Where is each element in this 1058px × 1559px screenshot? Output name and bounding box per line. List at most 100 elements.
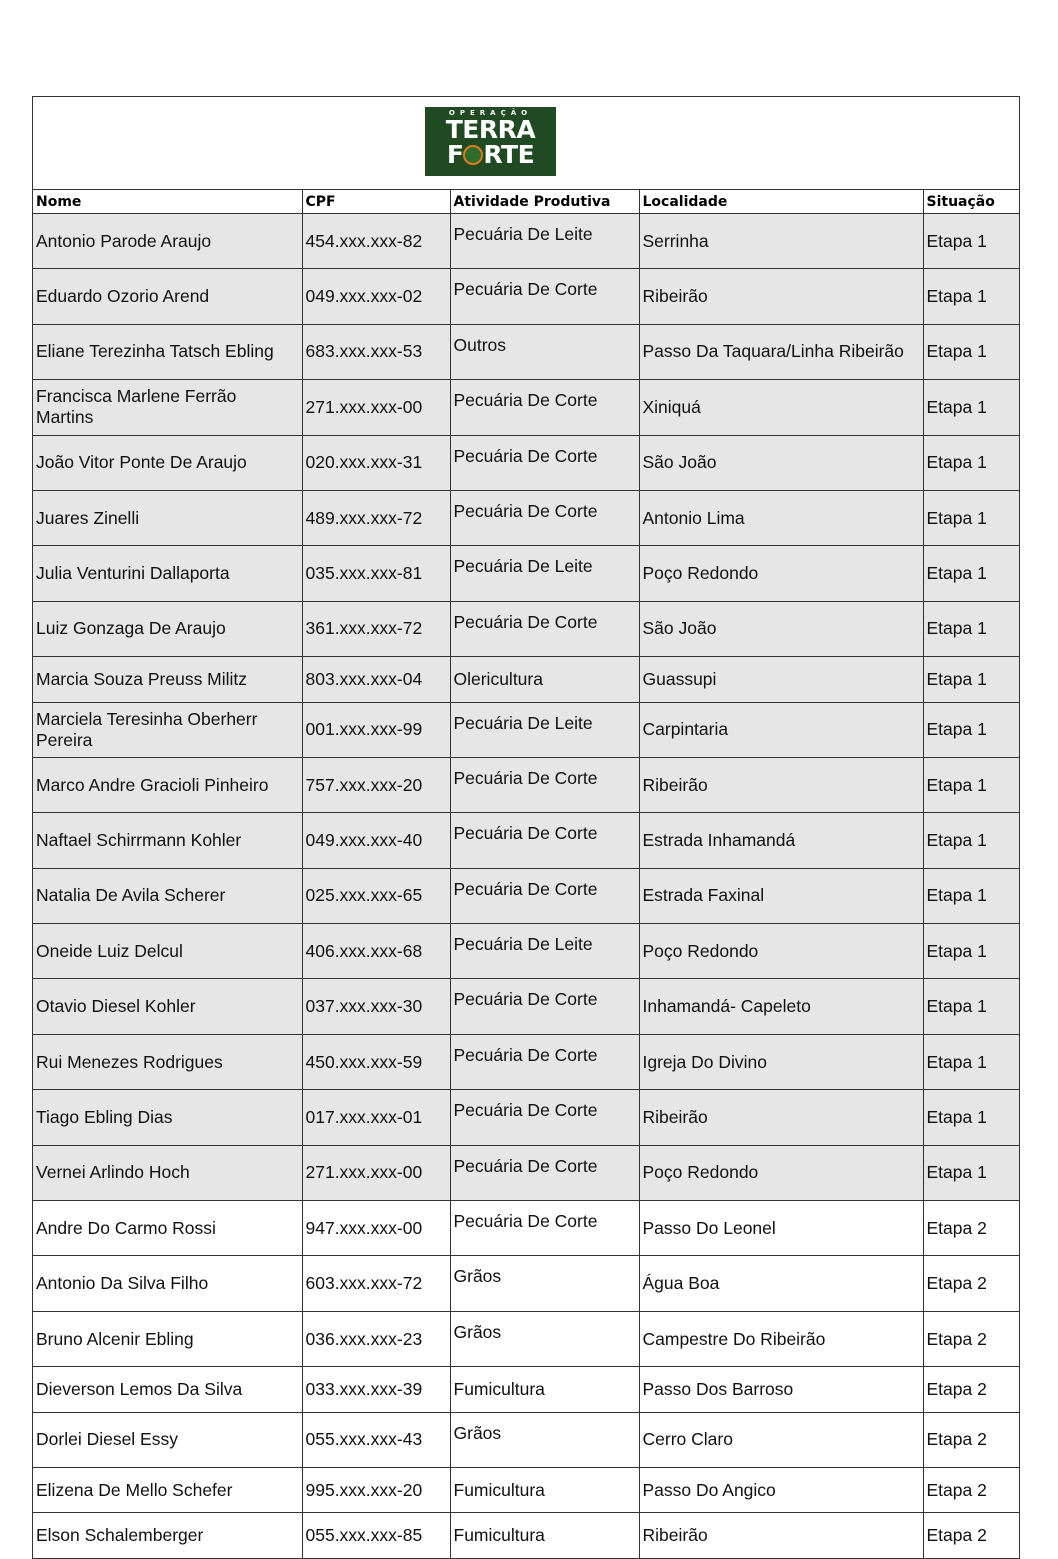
cell-nome: Otavio Diesel Kohler (33, 978, 303, 1035)
logo-line-terra: TERRA (445, 115, 536, 144)
cell-localidade: Passo Do Angico (639, 1467, 924, 1514)
cell-atividade: Pecuária De Leite (450, 213, 640, 270)
cell-atividade: Grãos (450, 1255, 640, 1312)
cell-nome: Marcia Souza Preuss Militz (33, 656, 303, 703)
table-row: Andre Do Carmo Rossi 947.xxx.xxx-00 Pecuár… (33, 1200, 1019, 1257)
table-row: Otavio Diesel Kohler 037.xxx.xxx-30 Pecuár… (33, 978, 1019, 1035)
cell-localidade: Antonio Lima (639, 490, 924, 547)
logo-line-operacao: OPERAÇÃO (448, 109, 533, 117)
cell-nome: Dorlei Diesel Essy (33, 1412, 303, 1468)
cell-situacao: Etapa 1 (923, 1145, 1019, 1202)
cell-localidade: São João (639, 435, 924, 491)
cell-atividade: Pecuária De Corte (450, 379, 640, 436)
cell-localidade: Passo Dos Barroso (639, 1366, 924, 1413)
cell-localidade: Estrada Faxinal (639, 868, 924, 925)
cell-situacao: Etapa 1 (923, 1034, 1019, 1091)
table-row: Naftael Schirrmann Kohler 049.xxx.xxx-40 P… (33, 812, 1019, 869)
cell-nome: Elson Schalemberger (33, 1512, 303, 1558)
cell-situacao: Etapa 1 (923, 923, 1019, 980)
cell-situacao: Etapa 1 (923, 978, 1019, 1035)
cell-nome: Julia Venturini Dallaporta (33, 545, 303, 602)
table-row: Julia Venturini Dallaporta 035.xxx.xxx-81… (33, 545, 1019, 602)
header-cpf: CPF (302, 190, 451, 214)
cell-cpf: 036.xxx.xxx-23 (302, 1311, 451, 1368)
cell-situacao: Etapa 1 (923, 490, 1019, 547)
cell-nome: Tiago Ebling Dias (33, 1089, 303, 1146)
table-row: Dorlei Diesel Essy 055.xxx.xxx-43 Grãos Cer… (33, 1412, 1019, 1468)
cell-nome: João Vitor Ponte De Araujo (33, 435, 303, 491)
cell-atividade: Pecuária De Corte (450, 1200, 640, 1257)
cell-nome: Elizena De Mello Schefer (33, 1467, 303, 1514)
table-row: Eduardo Ozorio Arend 049.xxx.xxx-02 Pecuár… (33, 268, 1019, 325)
cell-situacao: Etapa 1 (923, 324, 1019, 381)
cell-cpf: 055.xxx.xxx-43 (302, 1412, 451, 1468)
cell-atividade: Grãos (450, 1412, 640, 1468)
cell-cpf: 017.xxx.xxx-01 (302, 1089, 451, 1146)
cell-cpf: 683.xxx.xxx-53 (302, 324, 451, 381)
cell-cpf: 035.xxx.xxx-81 (302, 545, 451, 602)
cell-localidade: Poço Redondo (639, 923, 924, 980)
logo-header: OPERAÇÃO TERRA F RTE (33, 97, 1019, 190)
header-situacao: Situação (923, 190, 1019, 214)
table-row: Dieverson Lemos Da Silva 033.xxx.xxx-39 Fu… (33, 1366, 1019, 1413)
cell-situacao: Etapa 2 (923, 1467, 1019, 1514)
cell-situacao: Etapa 1 (923, 1089, 1019, 1146)
cell-situacao: Etapa 2 (923, 1255, 1019, 1312)
table-row: Marco Andre Gracioli Pinheiro 757.xxx.xxx… (33, 757, 1019, 814)
cell-nome: Bruno Alcenir Ebling (33, 1311, 303, 1368)
table-row: Vernei Arlindo Hoch 271.xxx.xxx-00 Pecuári… (33, 1145, 1019, 1202)
cell-nome: Marco Andre Gracioli Pinheiro (33, 757, 303, 814)
cell-situacao: Etapa 2 (923, 1366, 1019, 1413)
cell-situacao: Etapa 1 (923, 868, 1019, 925)
cell-localidade: Campestre Do Ribeirão (639, 1311, 924, 1368)
cell-localidade: Poço Redondo (639, 545, 924, 602)
cell-nome: Rui Menezes Rodrigues (33, 1034, 303, 1091)
cell-atividade: Pecuária De Corte (450, 268, 640, 325)
cell-situacao: Etapa 2 (926, 1525, 987, 1546)
header-atividade: Atividade Produtiva (450, 190, 640, 214)
cell-atividade: Fumicultura (450, 1366, 640, 1413)
terra-forte-logo: OPERAÇÃO TERRA F RTE (425, 107, 556, 176)
table-row: Elizena De Mello Schefer 995.xxx.xxx-20 Fu… (33, 1467, 1019, 1514)
cell-atividade: Pecuária De Corte (450, 978, 640, 1035)
cell-cpf: 454.xxx.xxx-82 (302, 213, 451, 270)
logo-line-forte: F RTE (446, 140, 535, 169)
cell-atividade: Pecuária De Corte (450, 490, 640, 547)
table-row: Oneide Luiz Delcul 406.xxx.xxx-68 Pecuária… (33, 923, 1019, 980)
cell-atividade: Pecuária De Corte (450, 868, 640, 925)
cell-localidade: Cerro Claro (639, 1412, 924, 1468)
cell-atividade: Fumicultura (450, 1467, 640, 1514)
cell-atividade: Pecuária De Corte (450, 1145, 640, 1202)
cell-nome: Marciela Teresinha Oberherr Pereira (33, 702, 303, 758)
cell-nome: Naftael Schirrmann Kohler (33, 812, 303, 869)
cell-atividade: Pecuária De Corte (450, 601, 640, 658)
cell-situacao: Etapa 1 (923, 213, 1019, 270)
cell-cpf: 033.xxx.xxx-39 (302, 1366, 451, 1413)
table-row: Natalia De Avila Scherer 025.xxx.xxx-65 Pe… (33, 868, 1019, 925)
cell-cpf: 603.xxx.xxx-72 (302, 1255, 451, 1312)
cell-atividade: Grãos (450, 1311, 640, 1368)
cell-localidade: Água Boa (639, 1255, 924, 1312)
cell-cpf: 489.xxx.xxx-72 (302, 490, 451, 547)
cell-situacao: Etapa 1 (923, 379, 1019, 436)
cell-situacao: Etapa 2 (923, 1412, 1019, 1468)
cell-cpf: 037.xxx.xxx-30 (302, 978, 451, 1035)
cell-atividade: Fumicultura (450, 1512, 640, 1558)
cell-situacao: Etapa 1 (923, 757, 1019, 814)
cell-cpf: 055.xxx.xxx-85 (302, 1512, 451, 1558)
cell-atividade: Pecuária De Corte (450, 435, 640, 491)
cell-localidade: Guassupi (639, 656, 924, 703)
cell-nome: Antonio Da Silva Filho (33, 1255, 303, 1312)
cell-situacao: Etapa 2 (923, 1311, 1019, 1368)
cell-nome: Eliane Terezinha Tatsch Ebling (33, 324, 303, 381)
beneficiaries-sheet: OPERAÇÃO TERRA F RTE Nome CPF Atividade Pro… (32, 96, 1020, 1559)
table-row: Marciela Teresinha Oberherr Pereira 001.x… (33, 702, 1019, 758)
header-row: Nome CPF Atividade Produtiva Localidade Situ… (33, 190, 1019, 214)
cell-cpf: 271.xxx.xxx-00 (302, 379, 451, 436)
cell-cpf: 406.xxx.xxx-68 (302, 923, 451, 980)
table-row: João Vitor Ponte De Araujo 020.xxx.xxx-31… (33, 435, 1019, 491)
header-nome: Nome (33, 190, 303, 214)
cell-localidade: Poço Redondo (639, 1145, 924, 1202)
table-row: Bruno Alcenir Ebling 036.xxx.xxx-23 Grãos C… (33, 1311, 1019, 1368)
cell-localidade: Ribeirão (639, 1512, 924, 1558)
